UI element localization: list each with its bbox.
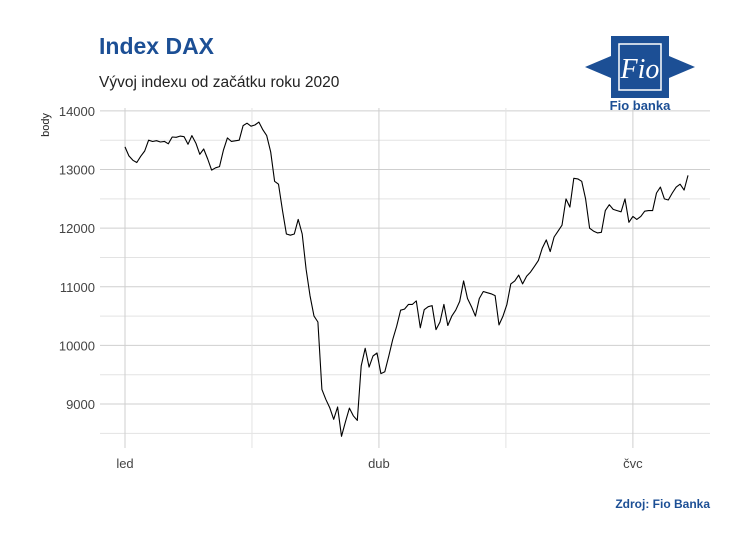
- fio-banka-logo: Fio Fio banka: [585, 36, 695, 116]
- y-axis-label: body: [40, 113, 52, 137]
- x-tick-label: dub: [368, 456, 390, 471]
- y-tick-label: 10000: [59, 338, 95, 353]
- y-tick-label: 11000: [60, 280, 95, 295]
- y-tick-label: 12000: [59, 221, 95, 236]
- chart-title: Index DAX: [99, 33, 215, 59]
- x-tick-label: čvc: [623, 456, 643, 471]
- y-tick-label: 14000: [59, 104, 95, 119]
- source-note: Zdroj: Fio Banka: [615, 497, 710, 511]
- chart-subtitle: Vývoj indexu od začátku roku 2020: [99, 74, 340, 91]
- emblem-text: Fio: [620, 54, 660, 85]
- x-tick-label: led: [116, 456, 133, 471]
- y-tick-label: 13000: [59, 163, 95, 178]
- logo-text: Fio banka: [609, 98, 671, 113]
- dax-series-line: [124, 121, 689, 437]
- fio-emblem-icon: Fio: [585, 36, 695, 98]
- y-tick-label: 9000: [66, 397, 95, 412]
